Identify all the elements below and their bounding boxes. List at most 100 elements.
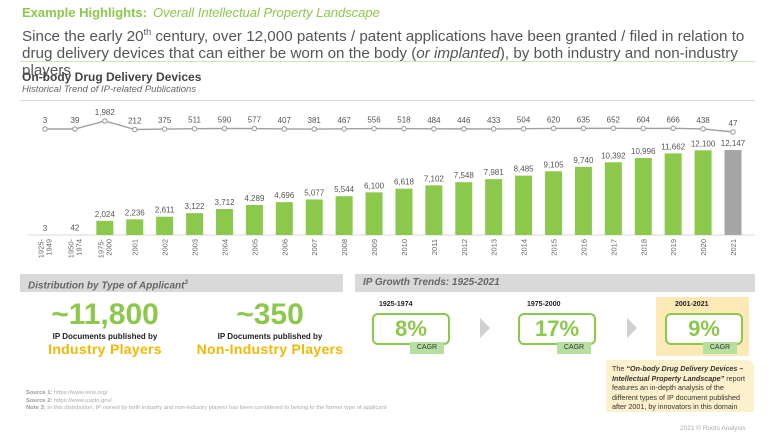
headline-sup: th — [143, 27, 152, 37]
line-value-label: 504 — [517, 116, 531, 125]
bar — [485, 179, 503, 235]
line-value-label: 1,982 — [95, 108, 116, 117]
bar-value-label: 10,996 — [631, 147, 656, 156]
industry-stat: ~11,800 IP Documents published by Indust… — [20, 298, 190, 357]
headline: Since the early 20th century, over 12,00… — [22, 24, 762, 79]
x-tick-label: 2012 — [460, 239, 469, 256]
industry-label: Industry Players — [48, 341, 162, 357]
bar-value-label: 12,100 — [691, 139, 716, 148]
highlight-label: Example Highlights: — [22, 5, 147, 20]
x-tick-label: 2009 — [370, 239, 379, 256]
line-value-label: 604 — [637, 115, 651, 124]
line-point — [102, 118, 108, 124]
cagr-tag-3: CAGR — [703, 342, 737, 354]
line-point — [191, 125, 198, 132]
bar-value-label: 11,662 — [661, 142, 685, 151]
source-1-label: Source 1: — [26, 390, 53, 396]
source-2-label: Source 2: — [26, 397, 53, 404]
line-point — [550, 125, 557, 132]
source-1: Source 1: https://www.lens.org/ — [26, 390, 386, 398]
line-point — [42, 126, 48, 132]
highlight-topic: Overall Intellectual Property Landscape — [152, 5, 380, 20]
line-value-label: 518 — [397, 116, 411, 125]
source-1-url: https://www.lens.org/ — [52, 390, 108, 396]
line-point — [490, 126, 497, 132]
x-tick-label: 2013 — [490, 239, 499, 256]
sources: Source 1: https://www.lens.org/ Source 2… — [26, 390, 386, 413]
x-tick-label: 2014 — [520, 239, 529, 256]
x-tick-label: 2004 — [220, 239, 229, 256]
line-value-label: 39 — [70, 116, 79, 125]
bar-value-label: 4,289 — [244, 194, 265, 203]
bar-value-label: 7,981 — [484, 168, 505, 177]
bar — [545, 171, 563, 235]
line-point — [281, 126, 288, 132]
line-value-label: 556 — [367, 116, 381, 125]
line-value-label: 467 — [337, 116, 351, 125]
bar — [604, 162, 622, 235]
note-3-label: Note 3: — [26, 405, 46, 411]
bar-value-label: 2,024 — [95, 210, 116, 219]
bar — [156, 216, 174, 235]
x-tick-label: 2018 — [639, 239, 648, 256]
line-point — [670, 125, 676, 132]
line-point — [131, 126, 138, 133]
bar — [425, 185, 443, 235]
line-value-label: 433 — [487, 116, 501, 125]
bar-value-label: 4,696 — [274, 191, 295, 200]
bar-value-label: 7,548 — [454, 171, 475, 180]
line-point — [311, 126, 317, 132]
line-value-label: 446 — [457, 116, 471, 125]
x-tick-label: 2020 — [699, 239, 708, 256]
bar-value-label: 7,102 — [424, 174, 445, 183]
line-point — [461, 126, 467, 132]
line-value-label: 652 — [607, 115, 621, 124]
period-label-2: 1975-2000 — [527, 301, 561, 308]
report-note: The “On-body Drug Delivery Devices – Int… — [606, 360, 754, 412]
bar — [96, 220, 114, 235]
note-report-title: “On-body Drug Delivery Devices – Intelle… — [612, 364, 744, 383]
x-tick-label: 2003 — [191, 239, 200, 256]
line-point — [371, 125, 377, 132]
x-tick-label: 2008 — [340, 239, 349, 256]
cagr-box-3: 9% — [665, 313, 743, 345]
non-industry-count: ~350 — [236, 298, 304, 331]
line-value-label: 620 — [547, 115, 561, 124]
bar — [455, 182, 473, 235]
line-point — [401, 125, 407, 132]
bar-value-label: 3,122 — [185, 202, 206, 211]
headline-text-2: century, over 12,000 patents / patent ap… — [22, 28, 745, 63]
cagr-value-3: 9% — [688, 316, 720, 341]
x-tick-label: 2011 — [430, 239, 439, 255]
x-tick-label: 2007 — [310, 239, 319, 256]
note-3-text: In this distribution, IP owned by both i… — [45, 405, 387, 411]
period-label-1: 1925-1974 — [379, 301, 413, 308]
bar — [275, 202, 293, 235]
bar — [335, 196, 353, 235]
line-point — [640, 125, 647, 132]
line-point — [610, 125, 617, 132]
distribution-header: Distribution by Type of Applicant3 — [20, 274, 343, 292]
bar — [574, 166, 592, 235]
bar-value-label: 12,147 — [721, 139, 746, 148]
distribution-title: Distribution by Type of Applicant — [28, 280, 185, 292]
source-2: Source 2: https://www.uspto.gov/ — [26, 398, 386, 406]
x-tick-label: 2021 — [729, 239, 738, 256]
note-prefix: The — [612, 364, 627, 373]
x-tick-label: 2002 — [161, 239, 170, 256]
growth-header: IP Growth Trends: 1925-2021 — [355, 274, 755, 292]
ip-trend-chart: 3 42 2,024 2,236 2,611 3,122 3,712 4,289 4,696 5,… — [28, 108, 755, 258]
line-point — [700, 126, 706, 132]
cagr-tag-2: CAGR — [557, 342, 591, 354]
non-industry-caption: IP Documents published by — [217, 332, 323, 341]
copyright: 2021 © Roots Analysis — [680, 425, 746, 432]
bar — [126, 219, 144, 235]
bar — [215, 209, 233, 235]
x-tick-label: 2006 — [280, 239, 289, 256]
cagr-box-1: 8% — [372, 313, 450, 345]
non-industry-label: Non-Industry Players — [196, 341, 344, 357]
line-value-label: 511 — [188, 116, 201, 125]
bar-value-label: 2,236 — [125, 208, 146, 217]
line-value-label: 438 — [696, 116, 710, 125]
bar-value-label: 8,485 — [514, 165, 535, 174]
